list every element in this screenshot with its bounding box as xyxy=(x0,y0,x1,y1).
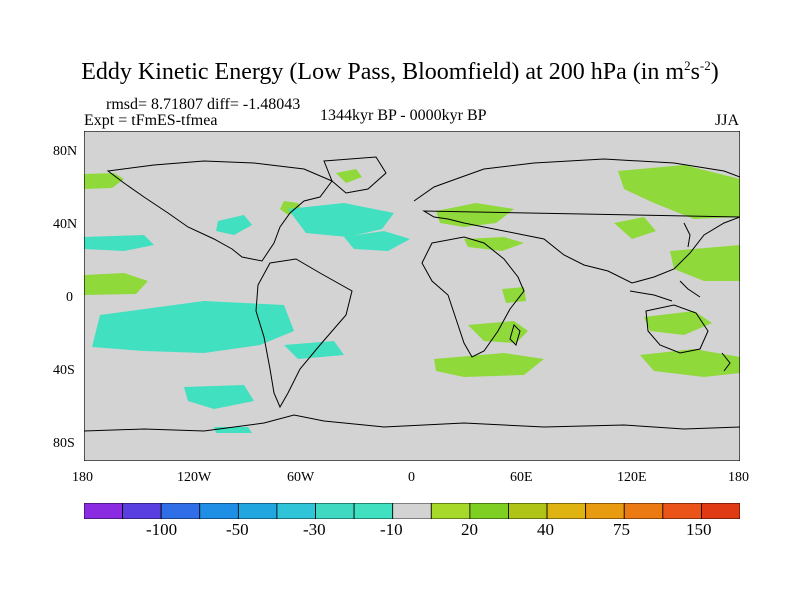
plot-title: Eddy Kinetic Energy (Low Pass, Bloomfiel… xyxy=(81,58,719,85)
colorbar-label: -50 xyxy=(226,520,249,539)
coastlines xyxy=(84,156,740,432)
lon-tick-0: 0 xyxy=(408,470,415,485)
colorbar-cells xyxy=(84,503,740,519)
lon-tick-180w: 180 xyxy=(72,470,93,485)
lat-tick-0: 0 xyxy=(66,290,73,305)
colorbar-label: 40 xyxy=(537,520,554,539)
positive-anomaly-patches xyxy=(84,165,740,377)
season-label: JJA xyxy=(715,112,740,129)
colorbar-cell xyxy=(623,503,664,519)
lat-tick-40s: 40S xyxy=(53,363,75,378)
colorbar-label: -10 xyxy=(380,520,403,539)
colorbar-cell xyxy=(199,503,239,519)
colorbar-cell xyxy=(469,503,509,519)
period-label: 1344kyr BP - 0000kyr BP xyxy=(320,107,487,124)
colorbar-cell xyxy=(662,503,702,519)
lon-tick-120e: 120E xyxy=(617,470,647,485)
colorbar-label: -30 xyxy=(303,520,326,539)
colorbar-cell xyxy=(160,503,201,519)
lon-tick-180e: 180 xyxy=(728,470,749,485)
colorbar-cell xyxy=(701,503,740,519)
negative-anomaly-patches xyxy=(84,203,410,433)
lon-tick-60e: 60E xyxy=(510,470,533,485)
lon-tick-120w: 120W xyxy=(177,470,212,485)
colorbar-cell xyxy=(430,503,471,519)
colorbar-cell xyxy=(546,503,587,519)
colorbar-label: 20 xyxy=(461,520,478,539)
lat-tick-80s: 80S xyxy=(53,436,75,451)
colorbar-cell xyxy=(508,503,548,519)
map-panel xyxy=(84,131,740,461)
rmsd-diff-label: rmsd= 8.71807 diff= -1.48043 xyxy=(106,96,301,113)
colorbar-cell xyxy=(392,503,432,519)
colorbar xyxy=(84,503,740,519)
colorbar-cell xyxy=(585,503,625,519)
colorbar-label: -100 xyxy=(146,520,178,539)
colorbar-cell xyxy=(353,503,394,519)
colorbar-cell xyxy=(237,503,278,519)
lat-tick-40n: 40N xyxy=(53,217,78,232)
colorbar-label: 150 xyxy=(686,520,712,539)
colorbar-cell xyxy=(84,503,123,519)
experiment-label: Expt = tFmES-tfmea xyxy=(84,112,218,129)
lat-tick-80n: 80N xyxy=(53,144,78,159)
lon-tick-60w: 60W xyxy=(287,470,315,485)
colorbar-label: 75 xyxy=(613,520,630,539)
colorbar-cell xyxy=(315,503,355,519)
colorbar-cell xyxy=(276,503,316,519)
colorbar-cell xyxy=(122,503,162,519)
